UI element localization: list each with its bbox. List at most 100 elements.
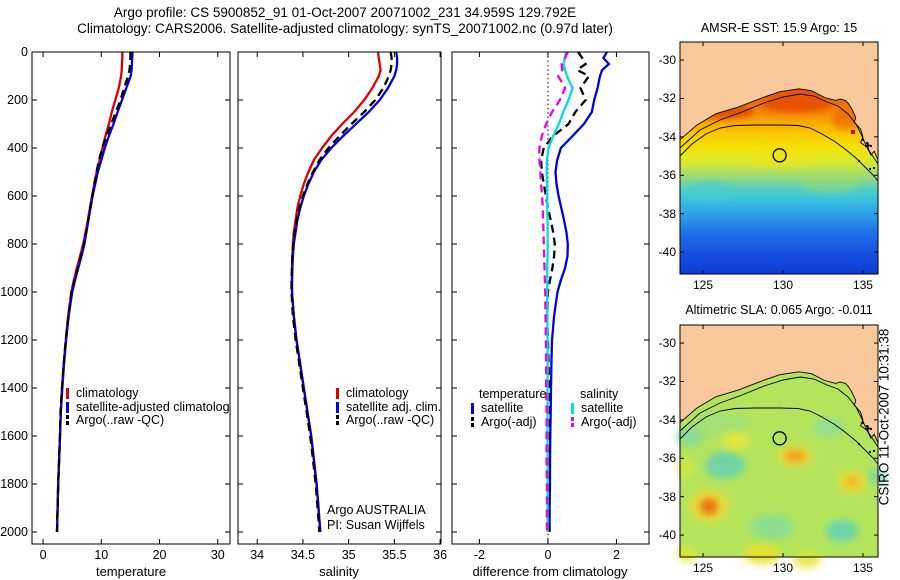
x-tick-label: -2 [473,548,485,562]
legend-label: Argo(-adj) [581,415,637,429]
depth-tick-label: 1600 [0,429,28,443]
csiro-timestamp: CSIRO 11-Oct-2007 10:31:38 [876,328,892,506]
legend-item: Argo(..raw -QC) [336,414,446,428]
sla-map [676,324,888,568]
climatology-line-swatch [66,388,69,400]
x-tick-label: 20 [152,548,167,562]
legend-item: satellite [471,402,561,416]
x-tick-label: 2 [612,548,620,562]
map-lon-tick-label: 135 [852,561,873,575]
series-satellite-adj-clim- [290,52,399,533]
series-argo-raw-qc- [290,52,393,533]
map-lat-tick-label: -40 [658,528,676,543]
map-lat-tick-label: -36 [658,451,676,466]
plot-frame [31,51,231,545]
figure-title-line2: Climatology: CARS2006. Satellite-adjuste… [77,21,613,36]
depth-tick-label: 0 [21,45,28,59]
land-australia [680,42,878,160]
plot-frame [237,51,442,545]
legend-item: satellite-adjusted climatology [66,401,229,415]
sst-station-marker [851,130,855,134]
legend-item: satellite [571,402,661,416]
map-lon-tick-label: 130 [772,278,793,292]
map-lat-tick-label: -32 [658,374,676,389]
series-satellite-adjusted-climatology [55,52,134,533]
contour-line [679,407,879,465]
depth-tick-label: 200 [7,93,28,107]
map-lat-tick-label: -30 [658,53,676,68]
legend-label: satellite adj. clim. [346,400,442,414]
map-lat-tick-label: -40 [658,245,676,260]
legend-item: Argo(-adj) [471,416,561,430]
series-salinity-satellite [545,52,574,532]
map-lon-tick-label: 125 [693,278,714,292]
legend-item: climatology [336,387,446,401]
salinity-axis-label: salinity [319,564,359,579]
depth-tick-label: 1400 [0,381,28,395]
legend-item: satellite adj. clim. [336,401,446,415]
map-lon-tick-label: 125 [693,561,714,575]
coastal-station-marker [865,142,871,149]
difference-legend-temperature: satellite Argo(-adj) [471,402,561,429]
legend-label: satellite [581,402,624,415]
argo-float-marker [772,148,787,163]
legend-item: Argo(-adj) [571,416,661,430]
map-lon-tick-label: 135 [852,278,873,292]
series-temperature-argo-adj- [539,52,591,532]
legend-label: satellite [481,402,524,415]
map-lat-tick-label: -34 [658,129,676,144]
series-temperature-satellite [548,52,611,532]
program-annotation: Argo AUSTRALIA PI: Susan Wijffels [327,503,426,533]
coastline [679,371,879,444]
depth-tick-label: 600 [7,189,28,203]
coastal-station-marker [865,425,871,432]
map-lat-tick-label: -36 [658,168,676,183]
sst-map-title: AMSR-E SST: 15.9 Argo: 15 [700,21,858,35]
legend-label: satellite-adjusted climatology [76,400,229,414]
depth-tick-label: 800 [7,237,28,251]
temperature-axis-label: temperature [95,564,167,579]
figure-title-line1: Argo profile: CS 5900852_91 01-Oct-2007 … [113,5,577,20]
series-salinity-argo-adj- [538,52,569,532]
legend-label: Argo(..raw -QC) [346,414,435,427]
depth-tick-label: 400 [7,141,28,155]
map-lon-tick-label: 130 [772,561,793,575]
depth-tick-label: 1800 [0,477,28,491]
difference-legend-temperature-header: temperature [479,387,547,401]
satellite-line-swatch [66,401,69,413]
x-tick-label: 30 [210,548,225,562]
legend-label: climatology [346,387,409,400]
salinity-legend: climatology satellite adj. clim. Argo(..… [336,387,446,428]
x-tick-label: 34.5 [290,548,316,562]
x-tick-label: 34 [250,548,265,562]
x-tick-label: 0 [544,548,552,562]
satellite-line-swatch [471,403,474,415]
depth-tick-label: 1200 [0,333,28,347]
legend-label: Argo(-adj) [481,415,537,429]
map-frame [679,41,879,275]
series-climatology [290,52,382,533]
salinity-profile [237,51,442,545]
difference-axis-label: difference from climatology [472,564,628,579]
x-tick-label: 35 [341,548,356,562]
difference-legend-salinity: satellite Argo(-adj) [571,402,661,429]
difference-legend-salinity-header: salinity [580,387,619,401]
map-lat-tick-label: -38 [658,489,676,504]
difference-profile [451,51,650,545]
satellite-line-swatch [336,401,339,413]
depth-tick-label: 1000 [0,285,28,299]
temperature-legend: climatology satellite-adjusted climatolo… [66,387,229,428]
argo-float-marker [772,431,787,446]
legend-label: climatology [76,387,139,400]
contour-line [679,124,879,182]
plot-frame [451,51,650,545]
legend-label: Argo(..raw -QC) [76,414,165,427]
salinity-argo-line-swatch [571,416,574,428]
x-tick-label: 35.5 [382,548,407,562]
series-argo-raw-qc- [55,52,132,533]
annotation-line1: Argo AUSTRALIA [327,503,426,517]
argo-line-swatch [336,415,339,427]
annotation-line2: PI: Susan Wijffels [327,518,425,532]
